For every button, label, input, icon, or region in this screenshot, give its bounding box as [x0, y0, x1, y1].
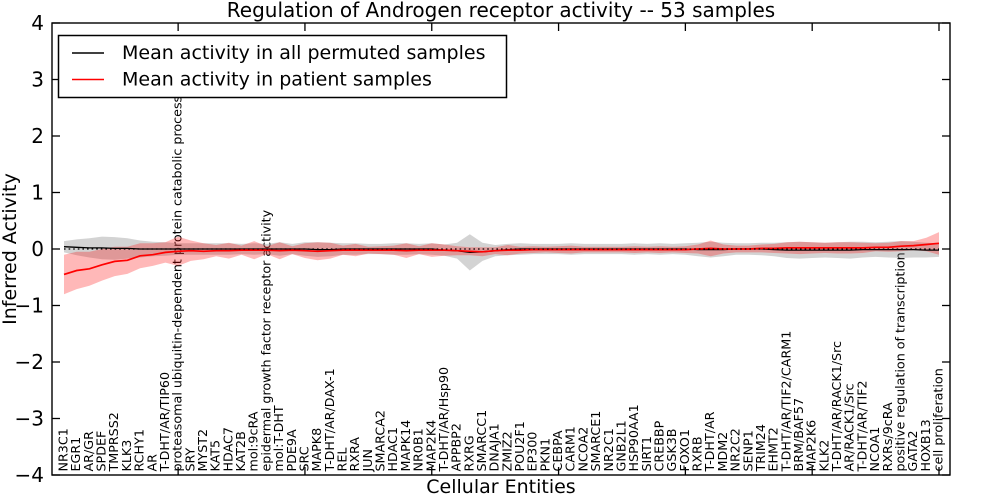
x-tick-label: AR [144, 454, 159, 472]
x-tick-label: GNB2L1 [614, 420, 629, 471]
x-tick-label: T-DHT/AR [702, 411, 717, 472]
x-tick-label: REL [335, 448, 350, 472]
x-tick-label: T-DHT/AR/Hsp90 [436, 367, 451, 473]
x-tick-label: SPDEF [94, 431, 109, 472]
x-tick-label: HSP90AA1 [626, 404, 641, 471]
chart-title: Regulation of Androgen receptor activity… [227, 0, 775, 22]
x-tick-label: JUN [360, 449, 375, 473]
legend: Mean activity in all permuted samples Me… [57, 34, 508, 99]
x-tick-label: ZMIZ2 [499, 431, 514, 471]
x-tick-label: EHMT2 [766, 427, 781, 471]
x-tick-label: positive regulation of transcription [893, 252, 908, 471]
y-tick-label: 2 [31, 124, 44, 148]
x-tick-label: NR2C2 [728, 428, 743, 471]
x-tick-label: SRY [182, 447, 197, 471]
x-tick-label: BRM/BAF57 [791, 398, 806, 472]
x-tick-label: DNAJA1 [487, 423, 502, 471]
x-tick-label: MAPK14 [398, 420, 413, 472]
x-tick-label: NR0B1 [411, 428, 426, 471]
x-tick-label: EP300 [525, 432, 540, 472]
series-lines [63, 242, 940, 276]
x-tick-label: SIRT1 [639, 436, 654, 472]
x-tick-label: cell proliferation [931, 368, 946, 471]
x-tick-label: CEBPA [550, 430, 565, 471]
y-tick-labels: 4 3 2 1 0 −1 −2 −3 −4 [15, 11, 44, 487]
x-tick-label: T-DHT/AR/TIP60 [157, 372, 172, 473]
x-tick-label: MDM2 [715, 432, 730, 472]
x-tick-label: T-DHT/AR/TIF2 [854, 380, 869, 472]
x-tick-label: proteasomal ubiquitin-dependent protein … [170, 96, 185, 472]
x-tick-label: RXRG [461, 435, 476, 471]
legend-frame [57, 34, 508, 99]
x-tick-label: KLK2 [816, 440, 831, 472]
x-tick-label: T-DHT/AR/DAX-1 [322, 368, 337, 472]
x-tick-label: SRC [296, 446, 311, 471]
x-tick-label: TRIM24 [753, 424, 768, 472]
x-tick-label: KAT5 [208, 440, 223, 472]
y-tick-label: −2 [15, 350, 44, 374]
x-tick-label: RCHY1 [132, 429, 147, 471]
x-tick-label: TMPRSS2 [106, 412, 121, 472]
x-tick-label: mol:9cRA [246, 411, 261, 471]
x-tick-label: CARM1 [563, 426, 578, 471]
x-tick-label: RXRA [347, 437, 362, 472]
x-tick-label: APPBP2 [449, 423, 464, 471]
x-tick-label: NR2C1 [601, 428, 616, 471]
x-tick-label: EGR1 [68, 437, 83, 472]
x-tick-label: T-DHT/AR/TIF2/CARM1 [778, 331, 793, 473]
x-tick-label: MYST2 [195, 429, 210, 472]
x-tick-label: NCOA1 [867, 427, 882, 472]
x-tick-label: MAPK8 [309, 428, 324, 472]
x-tick-label: MAP2K4 [423, 420, 438, 472]
x-tick-label: AR/RACK1/Src [842, 383, 857, 471]
y-tick-label: 0 [31, 237, 44, 261]
x-tick-label: GSK3B [664, 429, 679, 472]
band-series-0 [64, 234, 939, 271]
x-tick-label: PDE9A [284, 429, 299, 472]
x-tick-label: epidermal growth factor receptor activit… [258, 209, 273, 471]
axis-ticks [52, 22, 950, 476]
x-tick-label: RXRs/9cRA [880, 402, 895, 472]
x-tick-label: POU2F1 [512, 421, 527, 471]
x-tick-label: mol:T-DHT [271, 405, 286, 471]
band-series-1 [64, 232, 939, 295]
x-tick-label: HDAC1 [385, 427, 400, 471]
x-tick-label: FOXO1 [677, 429, 692, 471]
x-category-labels: NR3C1EGR1AR/GRSPDEFTMPRSS2KLK3RCHY1ART-D… [56, 96, 946, 473]
x-axis-label: Cellular Entities [426, 476, 575, 498]
x-tick-label: MAP2K6 [804, 420, 819, 472]
x-tick-label: CREBBP [652, 420, 667, 471]
legend-label-patient: Mean activity in patient samples [122, 69, 432, 91]
confidence-bands [64, 232, 939, 295]
x-tick-label: HOXB13 [918, 419, 933, 471]
mean-line-series-1 [63, 242, 940, 276]
x-tick-label: PKN1 [537, 438, 552, 472]
x-tick-label: KAT2B [233, 431, 248, 471]
x-tick-label: RXRB [690, 436, 705, 471]
x-tick-label: SENP1 [740, 430, 755, 471]
x-tick-label: AR/GR [81, 431, 96, 472]
x-tick-label: T-DHT/AR/RACK1/Src [829, 341, 844, 473]
legend-label-permuted: Mean activity in all permuted samples [122, 42, 485, 64]
y-axis-label: Inferred Activity [0, 173, 21, 325]
x-tick-label: KLK3 [119, 440, 134, 472]
y-tick-label: −3 [15, 407, 44, 431]
x-tick-label: NCOA2 [575, 427, 590, 472]
x-tick-label: HDAC7 [220, 427, 235, 471]
y-tick-label: 1 [31, 181, 44, 205]
x-tick-label: SMARCA2 [373, 410, 388, 471]
x-tick-label: SMARCC1 [474, 410, 489, 472]
x-tick-label: GATA2 [905, 430, 920, 471]
y-tick-label: 3 [31, 68, 44, 92]
y-tick-label: −4 [15, 463, 44, 487]
x-tick-label: NR3C1 [56, 428, 71, 471]
y-tick-label: 4 [31, 11, 44, 35]
y-tick-label: −1 [15, 294, 44, 318]
x-tick-label: SMARCE1 [588, 411, 603, 472]
